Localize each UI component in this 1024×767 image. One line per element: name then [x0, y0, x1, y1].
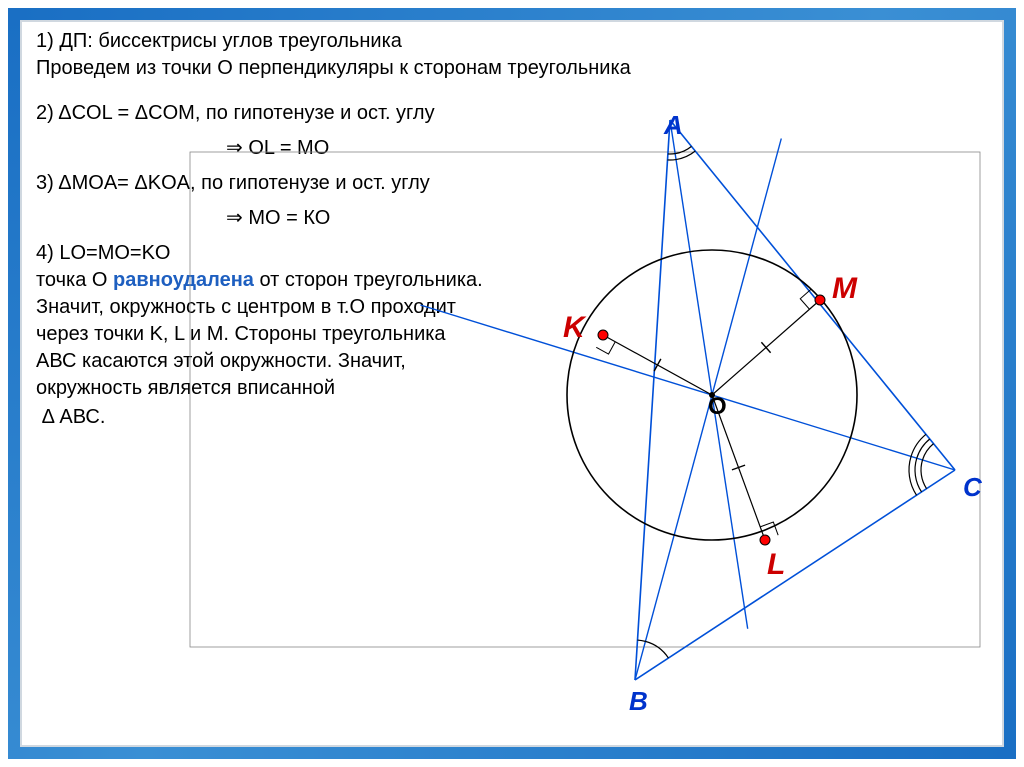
step2-num: 2): [36, 102, 58, 124]
implies-icon: ⇒: [226, 137, 243, 159]
delta-icon: Δ: [42, 406, 54, 428]
step-4: 4) LO=MO=KO точка О равноудалена от стор…: [36, 240, 486, 431]
step4-highlight: равноудалена: [113, 269, 254, 291]
delta-icon: Δ: [58, 102, 71, 124]
delta-icon: Δ: [135, 102, 148, 124]
label-O: O: [708, 393, 727, 421]
step3-num: 3): [36, 172, 58, 194]
label-C: C: [963, 472, 982, 503]
delta-icon: Δ: [134, 172, 147, 194]
step3-impl: MO = КО: [243, 207, 331, 229]
step1-line1: 1) ДП: биссектрисы углов треугольника: [36, 30, 402, 52]
step4-abc: АВС.: [54, 406, 106, 428]
step3-eq: MOA=: [72, 172, 129, 194]
delta-icon: Δ: [58, 172, 71, 194]
step2-eq: COL =: [72, 102, 130, 124]
label-A: A: [664, 110, 683, 141]
label-B: B: [629, 686, 648, 717]
label-M: М: [832, 272, 857, 306]
step4-head: 4) LO=MO=KO: [36, 240, 486, 267]
label-K: K: [563, 311, 585, 345]
implies-icon: ⇒: [226, 207, 243, 229]
geometry-diagram: A B C K L М O: [430, 110, 1010, 740]
label-L: L: [767, 548, 785, 582]
step4-p1: точка О: [36, 269, 113, 291]
step1-line2: Проведем из точки О перпендикуляры к сто…: [36, 57, 631, 79]
step2-impl: OL = MO: [243, 137, 330, 159]
step2-tail: COM, по гипотенузе и ост. углу: [148, 102, 434, 124]
step-1: 1) ДП: биссектрисы углов треугольника Пр…: [36, 28, 996, 82]
